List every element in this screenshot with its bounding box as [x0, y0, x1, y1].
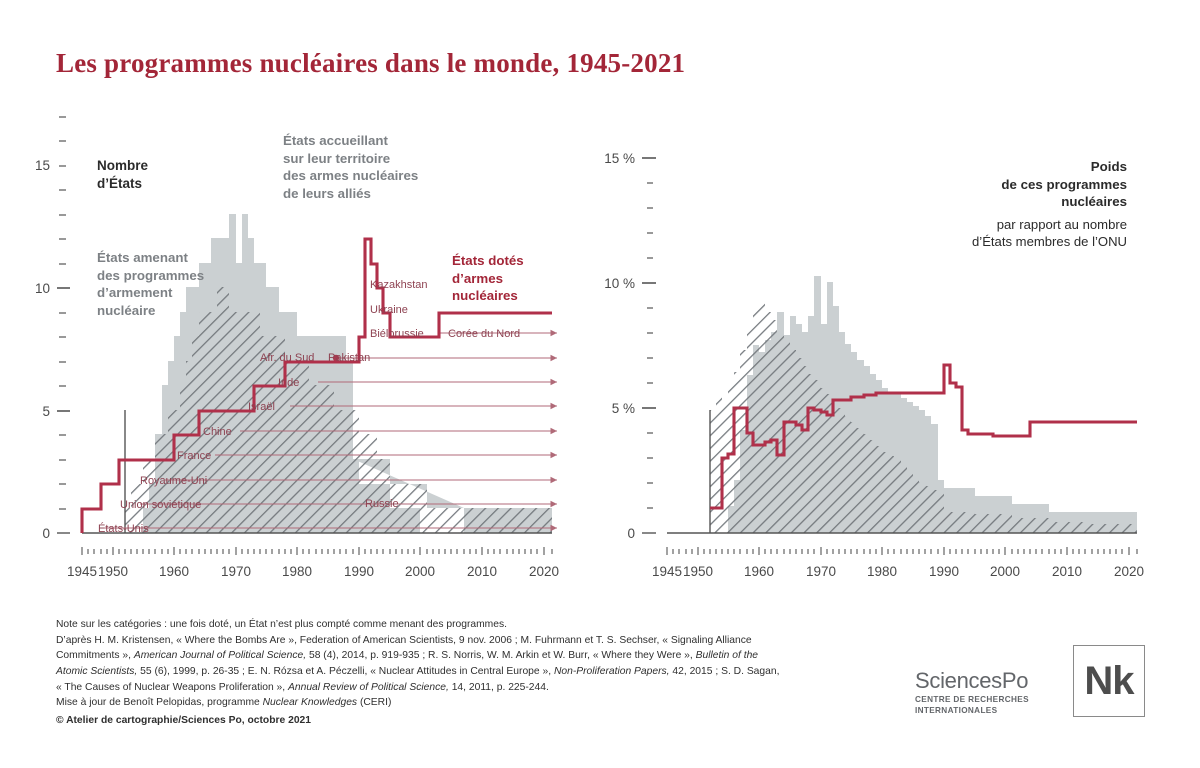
label-pakistan: Pakistan [328, 352, 370, 364]
footer-copyright: © Atelier de cartographie/Sciences Po, o… [56, 714, 311, 726]
left-chart-svg: 0 5 10 15 [35, 116, 559, 579]
footer-journal-arps: Annual Review of Political Science, [288, 681, 449, 693]
right-annotation-bold: Poids de ces programmes nucléaires [1001, 159, 1127, 210]
label-inde: Inde [278, 377, 299, 389]
footer-update-text: Mise à jour de Benoît Pelopidas, program… [56, 697, 263, 709]
footer-ceri: (CERI) [357, 697, 392, 709]
footer-norris-ref: 58 (4), 2014, p. 919-935 ; R. S. Norris,… [306, 650, 696, 662]
right-plot-area: 0 5 % 10 % 15 % [604, 151, 1144, 579]
red-line-armed-states [80, 237, 552, 533]
label-etats-unis: États-Unis [98, 522, 149, 535]
left-axis-title: Nombre d’États [97, 158, 149, 191]
right-chart-svg: 0 5 % 10 % 15 % [604, 151, 1144, 579]
label-coree-du-nord: Corée du Nord [448, 328, 520, 340]
footer-arps-pages: 14, 2011, p. 225-244. [448, 681, 549, 693]
right-chart: 0 5 % 10 % 15 % [604, 100, 1180, 580]
right-xtick-1950: 1950 [683, 564, 713, 579]
left-ytick-10: 10 [35, 281, 50, 296]
left-xtick-1960: 1960 [159, 564, 189, 579]
footer-journal-bulletin: Bulletin of the [695, 650, 759, 662]
label-israel: Israël [248, 401, 275, 413]
country-guide-lines [100, 329, 557, 532]
footer-line-5: « The Causes of Nuclear Weapons Prolifer… [56, 680, 856, 696]
annotation-armed: États dotés d’armes nucléaires [452, 253, 524, 304]
footer-notes: Note sur les catégories : une fois doté,… [56, 617, 856, 728]
right-xtick-1990: 1990 [929, 564, 959, 579]
right-ytick-5: 5 % [612, 401, 635, 416]
right-y-ticks [642, 157, 656, 534]
left-plot-area: 0 5 10 15 [35, 116, 559, 579]
right-xtick-2010: 2010 [1052, 564, 1082, 579]
left-ytick-15: 15 [35, 158, 50, 173]
footer-commitments: Commitments », [56, 650, 134, 662]
right-red-line [710, 363, 1137, 510]
label-kazakhstan: Kazakhstan [370, 279, 427, 291]
left-xtick-1990: 1990 [344, 564, 374, 579]
left-xtick-2010: 2010 [467, 564, 497, 579]
left-x-ticks [81, 547, 553, 555]
label-bielorussie: Biélorussie [370, 328, 424, 340]
annotation-programmes: États amenant des programmes d’armement … [97, 250, 205, 318]
label-france: France [177, 450, 211, 462]
right-ytick-15: 15 % [604, 151, 635, 166]
footer-programme-name: Nuclear Knowledges [262, 697, 358, 709]
left-xtick-1980: 1980 [282, 564, 312, 579]
right-xtick-1945: 1945 [652, 564, 682, 579]
footer-line-2-text: D’après H. M. Kristensen, « Where the Bo… [56, 634, 752, 646]
left-ytick-5: 5 [42, 404, 50, 419]
annotation-hosting: États accueillant sur leur territoire de… [283, 133, 419, 201]
right-hatched-area [710, 300, 1137, 533]
left-ytick-0: 0 [42, 526, 50, 541]
footer-sagan-ref: 42, 2015 ; S. D. Sagan, [669, 665, 780, 677]
left-xtick-1950: 1950 [98, 564, 128, 579]
footer-line-3: Commitments », American Journal of Polit… [56, 648, 856, 664]
label-chine: Chine [203, 426, 232, 438]
sciencespo-sub-1: CENTRE DE RECHERCHES [915, 695, 1029, 704]
right-xtick-1970: 1970 [806, 564, 836, 579]
left-xtick-1970: 1970 [221, 564, 251, 579]
right-ytick-0: 0 [627, 526, 635, 541]
nk-wordmark: Nk [1084, 659, 1134, 703]
footer-journal-npp: Non-Proliferation Papers, [553, 665, 670, 677]
footer-line-6: Mise à jour de Benoît Pelopidas, program… [56, 695, 856, 711]
right-x-ticks [666, 547, 1138, 555]
footer-line-1: Note sur les catégories : une fois doté,… [56, 619, 507, 630]
page-title: Les programmes nucléaires dans le monde,… [56, 48, 686, 78]
label-royaume-uni: Royaume-Uni [140, 475, 207, 487]
footer-causes-title: « The Causes of Nuclear Weapons Prolifer… [56, 681, 288, 693]
right-xtick-2000: 2000 [990, 564, 1020, 579]
label-russie: Russie [365, 498, 399, 510]
sciencespo-logo: SciencesPo CENTRE DE RECHERCHES INTERNAT… [915, 668, 1029, 717]
footer-line-2: D’après H. M. Kristensen, « Where the Bo… [56, 633, 856, 649]
left-xtick-1945: 1945 [67, 564, 97, 579]
footer-rozsa-ref: 55 (6), 1999, p. 26-35 ; E. N. Rózsa et … [137, 665, 554, 677]
left-xtick-2000: 2000 [405, 564, 435, 579]
sciencespo-wordmark: SciencesPo [915, 668, 1029, 693]
right-xtick-1960: 1960 [744, 564, 774, 579]
label-union-sovietique: Union soviétique [120, 499, 201, 511]
label-ukraine: Ukraine [370, 304, 408, 316]
right-annotation-light: par rapport au nombre d’États membres de… [972, 217, 1127, 250]
right-ytick-10: 10 % [604, 276, 635, 291]
sciencespo-sub-2: INTERNATIONALES [915, 706, 998, 716]
left-xtick-2020: 2020 [529, 564, 559, 579]
nuclear-knowledges-logo: Nk [1073, 645, 1145, 717]
footer-line-4: Atomic Scientists, 55 (6), 1999, p. 26-3… [56, 664, 856, 680]
right-xtick-2020: 2020 [1114, 564, 1144, 579]
footer-journal-atomic: Atomic Scientists, [56, 665, 138, 677]
left-chart: 0 5 10 15 [35, 100, 600, 580]
footer-journal-ajps: American Journal of Political Science, [133, 650, 307, 662]
label-afrique-du-sud: Afr. du Sud [260, 352, 314, 364]
hatched-area-programmes [125, 287, 552, 533]
left-y-ticks [57, 116, 70, 534]
afrique-du-sud-endpoint [332, 354, 340, 362]
right-xtick-1980: 1980 [867, 564, 897, 579]
